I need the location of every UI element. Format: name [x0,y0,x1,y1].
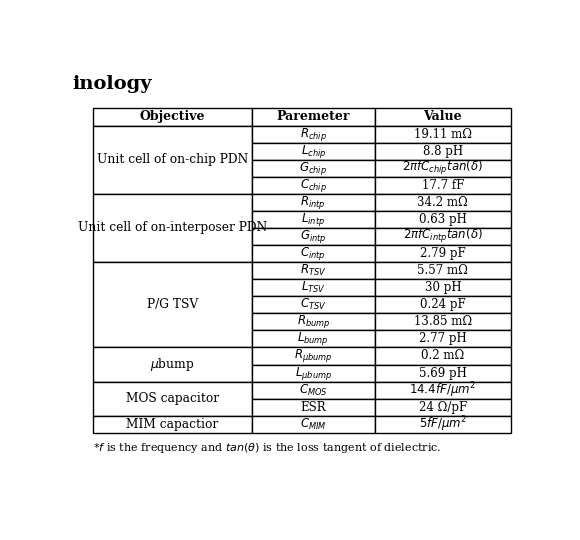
Bar [375,109,511,125]
Bar [93,382,252,416]
Bar [375,296,511,313]
Bar [375,262,511,279]
Text: 30 pH: 30 pH [425,281,461,294]
Bar [252,313,375,330]
Text: 0.63 pH: 0.63 pH [419,213,467,226]
Text: 8.8 pH: 8.8 pH [423,145,463,158]
Bar [375,382,511,399]
Text: $L_{TSV}$: $L_{TSV}$ [301,280,326,295]
Text: MIM capactior: MIM capactior [126,418,218,431]
Bar [252,262,375,279]
Text: $C_{chip}$: $C_{chip}$ [300,177,327,194]
Text: 13.85 mΩ: 13.85 mΩ [414,315,472,328]
Text: 0.24 pF: 0.24 pF [420,298,466,311]
Bar [252,296,375,313]
Text: $L_{intp}$: $L_{intp}$ [301,211,325,228]
Text: $L_{chip}$: $L_{chip}$ [300,143,326,160]
Bar [252,347,375,365]
Bar [252,228,375,245]
Text: $R_{chip}$: $R_{chip}$ [300,126,327,143]
Text: Unit cell of on-interposer PDN: Unit cell of on-interposer PDN [78,221,267,234]
Bar [252,245,375,262]
Text: $C_{MIM}$: $C_{MIM}$ [300,417,327,432]
Bar [252,109,375,125]
Text: $L_{\mu bump}$: $L_{\mu bump}$ [295,364,332,382]
Text: MOS capacitor: MOS capacitor [126,392,219,405]
Bar [252,399,375,416]
Text: 24 Ω/pF: 24 Ω/pF [419,401,467,414]
Text: 2.79 pF: 2.79 pF [420,247,466,260]
Bar [93,194,252,262]
Bar [93,347,252,382]
Text: Unit cell of on-chip PDN: Unit cell of on-chip PDN [96,153,248,166]
Text: $G_{intp}$: $G_{intp}$ [300,228,327,245]
Bar [375,347,511,365]
Bar [375,194,511,211]
Bar [252,177,375,194]
Bar [252,382,375,399]
Bar [252,125,375,143]
Text: $5 fF/\mu m^{2}$: $5 fF/\mu m^{2}$ [419,414,467,434]
Bar [375,364,511,382]
Bar [93,416,252,433]
Text: $\mu$bump: $\mu$bump [150,356,194,373]
Text: inology: inology [72,75,152,93]
Text: 17.7 fF: 17.7 fF [422,179,464,192]
Bar [375,313,511,330]
Text: $R_{TSV}$: $R_{TSV}$ [300,263,327,278]
Bar [93,125,252,194]
Bar [375,125,511,143]
Bar [375,399,511,416]
Text: $R_{bump}$: $R_{bump}$ [296,313,330,330]
Bar [252,416,375,433]
Bar [375,279,511,296]
Bar [93,262,252,347]
Text: $G_{chip}$: $G_{chip}$ [299,160,327,177]
Text: $L_{bump}$: $L_{bump}$ [298,330,329,347]
Bar [375,211,511,228]
Text: $2\pi fC_{intp}tan(\delta)$: $2\pi fC_{intp}tan(\delta)$ [403,227,483,246]
Text: $14.4 fF/\mu m^{2}$: $14.4 fF/\mu m^{2}$ [409,380,476,400]
Bar [252,194,375,211]
Bar [252,364,375,382]
Text: $C_{TSV}$: $C_{TSV}$ [300,297,327,312]
Text: 5.69 pH: 5.69 pH [419,367,467,380]
Text: 5.57 mΩ: 5.57 mΩ [418,264,468,277]
Bar [252,160,375,177]
Bar [375,416,511,433]
Text: $C_{MOS}$: $C_{MOS}$ [299,382,328,397]
Bar [375,143,511,160]
Bar [375,245,511,262]
Text: ESR: ESR [300,401,326,414]
Bar [375,330,511,347]
Text: 0.2 mΩ: 0.2 mΩ [421,349,465,362]
Bar [252,143,375,160]
Text: $2\pi fC_{chip}tan(\delta)$: $2\pi fC_{chip}tan(\delta)$ [403,159,483,177]
Bar [375,228,511,245]
Bar [252,211,375,228]
Text: Objective: Objective [139,111,205,124]
Text: 19.11 mΩ: 19.11 mΩ [414,127,472,140]
Text: 34.2 mΩ: 34.2 mΩ [418,196,468,209]
Text: P/G TSV: P/G TSV [147,298,198,311]
Text: Value: Value [423,111,462,124]
Text: $*f$ is the frequency and $tan(\theta)$ is the loss tangent of dielectric.: $*f$ is the frequency and $tan(\theta)$ … [93,441,441,455]
Text: 2.77 pH: 2.77 pH [419,333,467,346]
Text: $R_{intp}$: $R_{intp}$ [300,194,326,211]
Bar [375,177,511,194]
Text: Paremeter: Paremeter [277,111,350,124]
Text: $C_{intp}$: $C_{intp}$ [300,245,326,262]
Bar [93,109,252,125]
Bar [252,279,375,296]
Bar [375,160,511,177]
Bar [252,330,375,347]
Text: $R_{\mu bump}$: $R_{\mu bump}$ [294,347,332,365]
